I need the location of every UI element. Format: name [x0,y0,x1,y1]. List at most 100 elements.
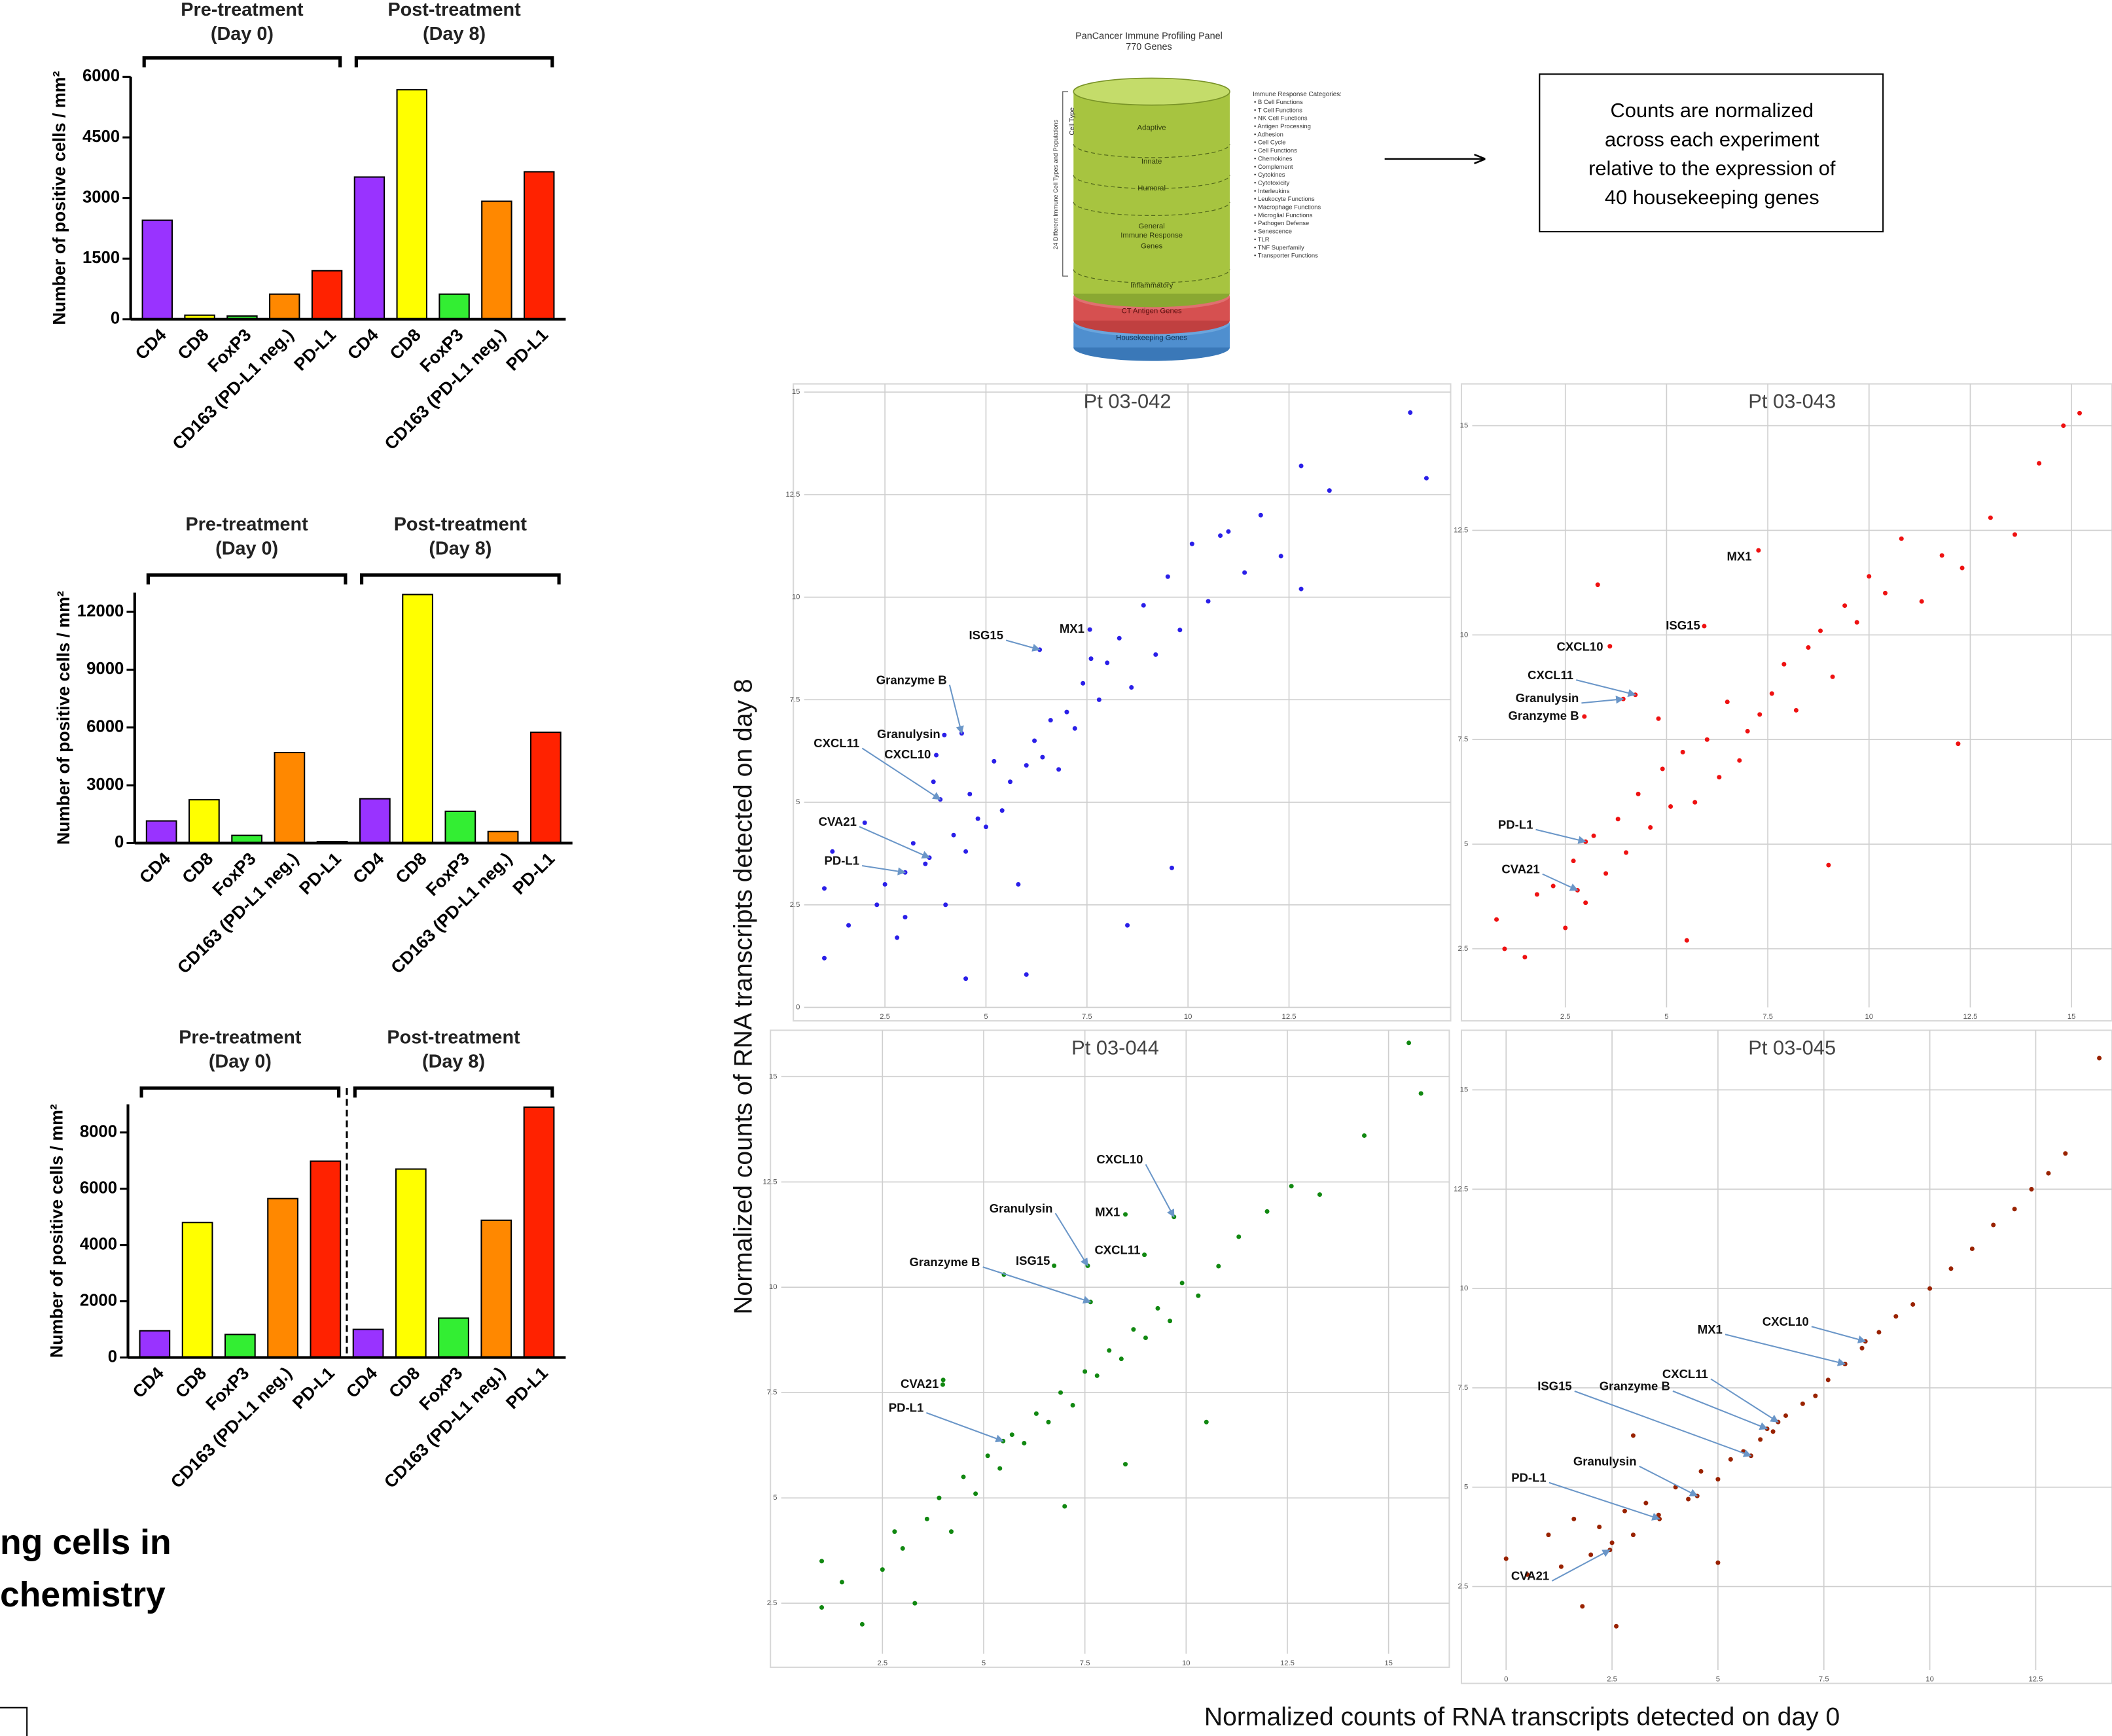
caption: ng cells in chemistry [0,1523,171,1614]
x-tick-label: CD8 [386,325,425,363]
x-tick-label: 10 [1182,1659,1190,1667]
point [940,1377,946,1383]
panel-title: Pt 03-044 [1071,1036,1159,1059]
point [1781,662,1787,667]
layer-label: Adaptive [1137,124,1166,132]
y-tick-label: 5 [796,798,800,806]
point [1725,700,1730,705]
x-tick-label: 5 [1664,1013,1668,1021]
x-tick-label: PD-L1 [509,849,558,898]
shared-y-label: Normalized counts of RNA transcripts det… [729,679,757,1314]
annotation-arrow [1672,1390,1768,1430]
x-tick-label: 2.5 [1607,1675,1617,1683]
annotation-label: ISG15 [1016,1254,1050,1267]
point [1854,620,1859,625]
group-label: Post-treatment [387,1027,520,1048]
annotation-label: PD-L1 [1511,1470,1546,1484]
y-axis-label: Number of positive cells / mm² [47,1104,67,1358]
bar [145,820,177,844]
point [1630,1433,1636,1438]
x-tick-label: CD4 [342,1363,381,1402]
y-tick-label: 7.5 [767,1389,778,1396]
annotation-arrow [1535,828,1586,844]
point [1630,1532,1636,1538]
point [1704,737,1709,742]
point [997,1466,1003,1471]
category-item: • Chemokines [1254,155,1293,162]
point [1550,883,1556,889]
y-tick-label: 6000 [86,718,124,736]
group-sublabel: (Day 0) [211,24,274,44]
point [1016,881,1021,887]
annotation-label: PD-L1 [889,1401,924,1415]
point [1204,1419,1209,1425]
point [951,832,956,838]
point [1563,925,1568,930]
point [1842,603,1848,609]
bar [224,1334,256,1358]
point [1155,1305,1160,1311]
category-item: • Cytotoxicity [1254,179,1290,186]
y-tick-label: 7.5 [790,696,800,703]
panel-frame [1460,1029,2112,1684]
point [1737,758,1742,763]
bar [480,1219,512,1358]
annotation-label: CXCL10 [884,747,931,761]
annotation-label: ISG15 [1537,1379,1572,1393]
point [1643,1500,1649,1506]
point [1818,628,1823,633]
layer-label: CT Antigen Genes [1122,307,1182,315]
point [1123,1462,1128,1467]
x-tick-label: 12.5 [1280,1659,1295,1667]
annotated-point [942,732,947,737]
x-tick-label: 10 [1925,1675,1934,1683]
point [1046,1419,1051,1425]
point [1571,859,1576,864]
point [1597,1524,1602,1529]
annotation-label: Granzyme B [876,673,947,686]
point [1081,681,1086,686]
category-item: • Interleukins [1254,188,1290,195]
bar [396,89,427,320]
y-tick-label: 2.5 [1458,945,1469,953]
point [1715,1560,1721,1565]
category-item: • Macrophage Functions [1254,204,1321,211]
point [985,1453,990,1459]
x-tick-label: CD4 [349,849,387,887]
point [1153,652,1158,657]
scatter-panel: 2.5 5 7.5 10 12.5 0 2.5 5 7.5 10 12.5 15 Pt 03-042 IS… [785,383,1452,1022]
point [1070,1403,1075,1408]
point [910,841,916,846]
point [2061,423,2066,429]
layer-label: General [1139,222,1165,230]
y-tick-label: 7.5 [1458,1384,1469,1392]
y-tick-label: 0 [796,1003,800,1011]
point [1757,712,1763,717]
layer-label: Humoral [1137,185,1166,192]
point [1117,635,1122,641]
group-bracket [353,1086,554,1098]
bar [353,176,385,320]
point [1278,554,1283,559]
point [1686,1497,1691,1502]
point [1668,804,1673,809]
annotation-arrow [1575,679,1636,698]
point [1107,1348,1112,1353]
point [1910,1302,1916,1307]
point [1033,1411,1039,1416]
y-tick-label: 15 [1460,422,1469,430]
annotation-label: CXCL11 [1094,1243,1140,1256]
point [1522,955,1528,960]
point [1800,1401,1805,1406]
y-tick-label: 12.5 [762,1178,777,1186]
point [1899,536,1904,541]
point [1008,779,1013,785]
point [1546,1532,1551,1538]
y-tick-label: 12.5 [785,491,800,499]
note-line: relative to the expression of [1588,157,1836,180]
point [1206,599,1211,604]
point [1826,862,1831,868]
x-tick-label: 15 [2067,1013,2076,1021]
